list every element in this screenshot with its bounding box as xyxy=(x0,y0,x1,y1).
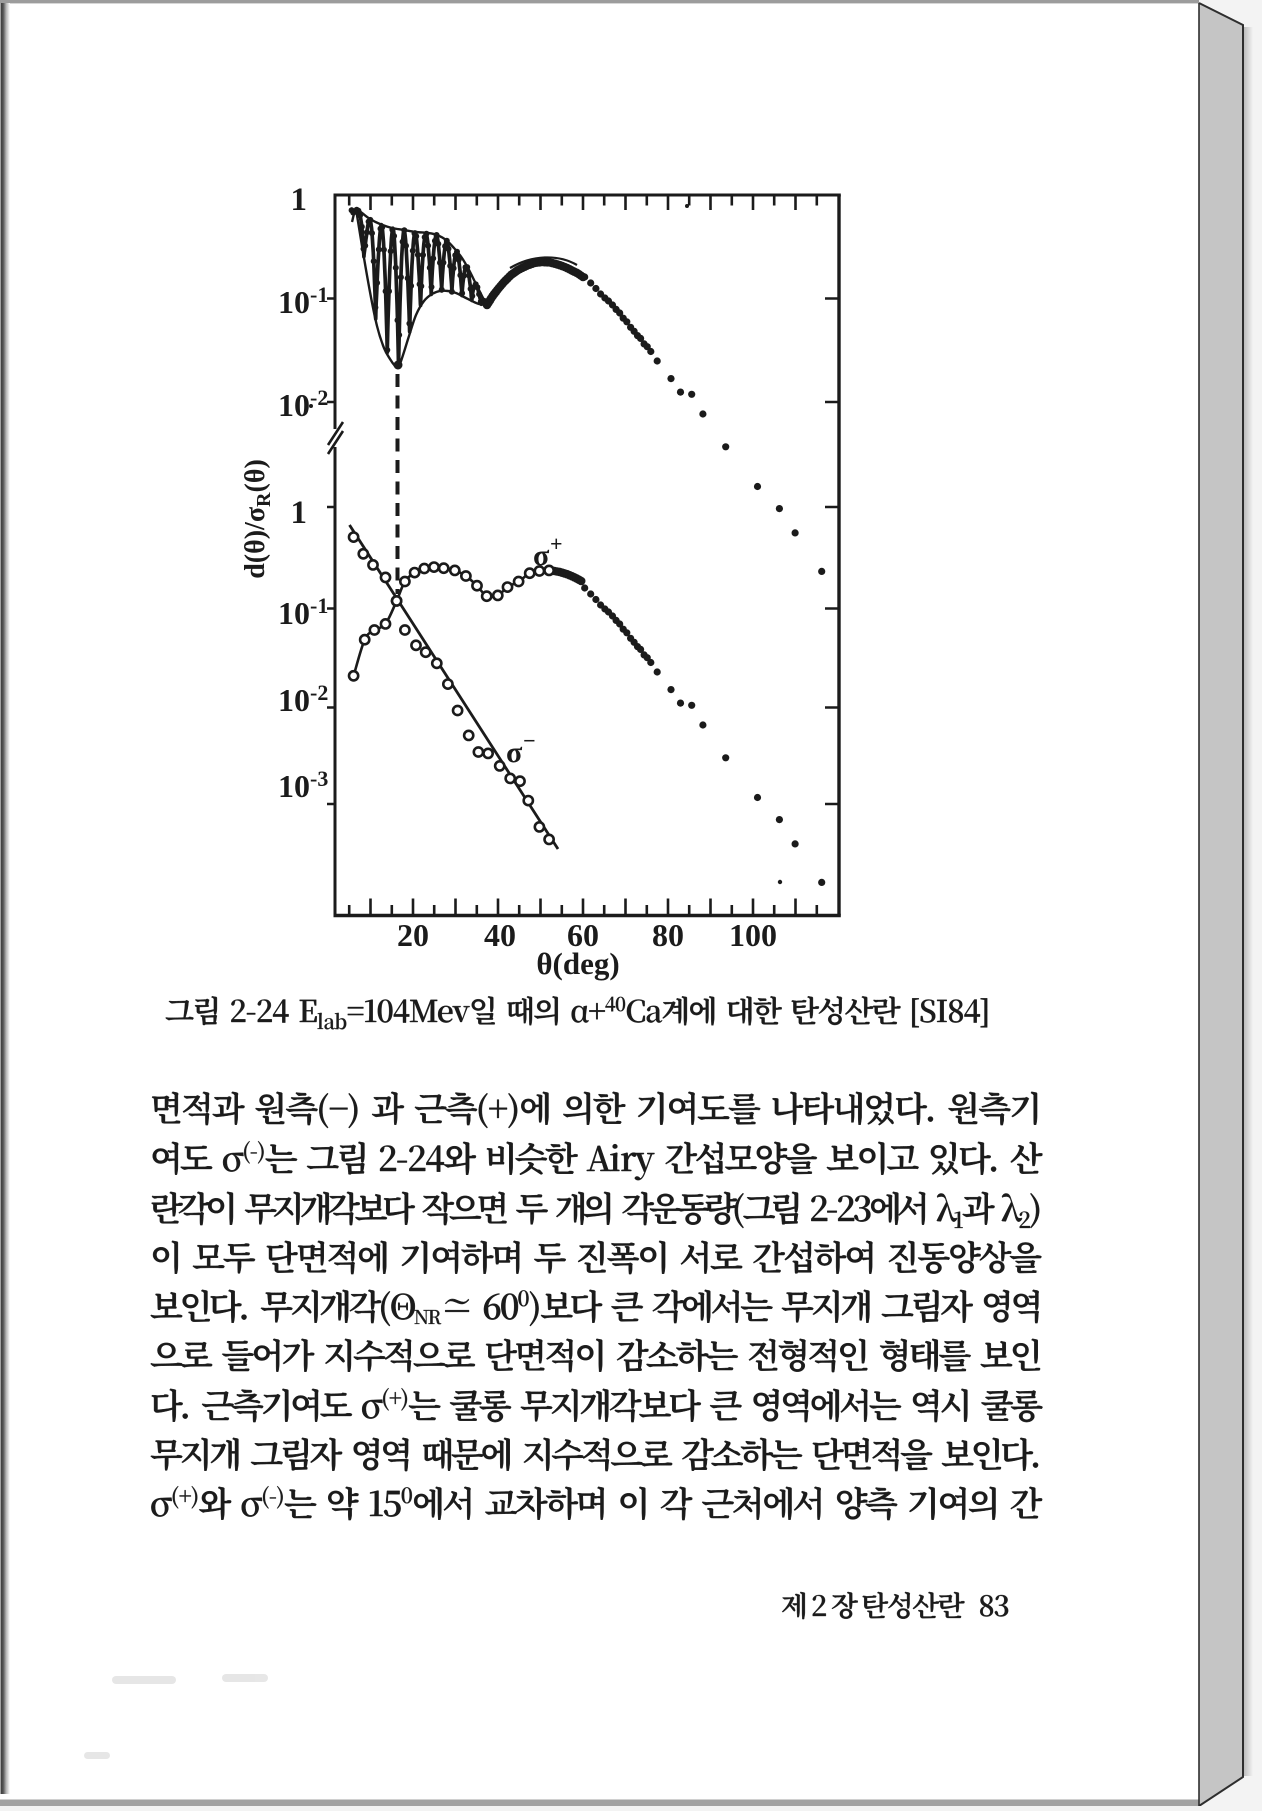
svg-text:100: 100 xyxy=(729,917,777,953)
svg-text:-1: -1 xyxy=(310,282,328,307)
svg-text:θ(deg): θ(deg) xyxy=(536,946,619,981)
svg-text:-2: -2 xyxy=(310,385,328,410)
svg-text:10: 10 xyxy=(278,595,310,631)
svg-text:1: 1 xyxy=(291,495,308,531)
svg-text:80: 80 xyxy=(652,917,684,953)
svg-text:20: 20 xyxy=(397,917,429,953)
svg-text:-2: -2 xyxy=(310,680,328,705)
svg-text:40: 40 xyxy=(484,917,516,953)
svg-text:-3: -3 xyxy=(310,766,328,791)
svg-text:10: 10 xyxy=(278,284,310,320)
svg-text:10: 10 xyxy=(278,768,310,804)
svg-text:-1: -1 xyxy=(310,593,328,618)
svg-text:10: 10 xyxy=(278,387,310,423)
svg-text:σ: σ xyxy=(506,736,523,769)
svg-text:10: 10 xyxy=(278,682,310,718)
svg-text:60: 60 xyxy=(567,917,599,953)
svg-text:1: 1 xyxy=(291,182,308,218)
svg-text:+: + xyxy=(550,531,563,556)
svg-text:d(θ)/σR(θ): d(θ)/σR(θ) xyxy=(240,459,275,579)
svg-text:−: − xyxy=(523,728,536,753)
svg-text:σ: σ xyxy=(533,539,550,572)
